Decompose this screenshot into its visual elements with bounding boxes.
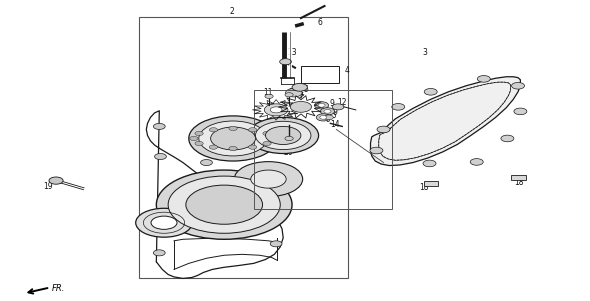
Circle shape bbox=[265, 94, 273, 98]
Circle shape bbox=[255, 121, 311, 150]
Circle shape bbox=[314, 102, 329, 109]
Circle shape bbox=[136, 208, 192, 237]
Circle shape bbox=[370, 147, 383, 154]
Circle shape bbox=[153, 123, 165, 129]
Circle shape bbox=[285, 136, 293, 141]
Circle shape bbox=[320, 116, 327, 119]
Text: 9: 9 bbox=[329, 99, 334, 108]
Circle shape bbox=[190, 136, 198, 141]
Circle shape bbox=[270, 107, 282, 113]
Circle shape bbox=[270, 241, 282, 247]
Text: 21: 21 bbox=[224, 148, 234, 157]
Text: 18: 18 bbox=[514, 178, 524, 187]
Text: FR.: FR. bbox=[52, 284, 65, 293]
Circle shape bbox=[156, 170, 292, 239]
Text: 4: 4 bbox=[345, 66, 349, 75]
Circle shape bbox=[248, 145, 257, 149]
Circle shape bbox=[234, 162, 303, 197]
Circle shape bbox=[211, 127, 255, 150]
Text: 14: 14 bbox=[330, 120, 340, 129]
Circle shape bbox=[151, 216, 177, 229]
Bar bbox=[254, 90, 392, 209]
Circle shape bbox=[201, 160, 212, 166]
Circle shape bbox=[189, 116, 277, 161]
Text: 7: 7 bbox=[299, 92, 303, 101]
Circle shape bbox=[424, 88, 437, 95]
Text: 5: 5 bbox=[303, 85, 308, 94]
Circle shape bbox=[332, 104, 344, 110]
Text: 11: 11 bbox=[289, 88, 298, 97]
Circle shape bbox=[501, 135, 514, 142]
Circle shape bbox=[209, 128, 218, 132]
Circle shape bbox=[392, 104, 405, 110]
Text: 20: 20 bbox=[283, 148, 293, 157]
Circle shape bbox=[263, 141, 271, 146]
Circle shape bbox=[290, 101, 312, 112]
Circle shape bbox=[318, 104, 325, 107]
Circle shape bbox=[268, 136, 276, 141]
Circle shape bbox=[477, 76, 490, 82]
Polygon shape bbox=[371, 77, 520, 166]
Circle shape bbox=[155, 154, 166, 160]
Bar bbox=[139, 17, 348, 278]
Circle shape bbox=[248, 128, 257, 132]
Circle shape bbox=[316, 114, 330, 121]
Text: 2: 2 bbox=[230, 7, 234, 16]
Text: 9: 9 bbox=[333, 108, 337, 117]
Circle shape bbox=[280, 59, 291, 65]
Text: 11: 11 bbox=[264, 88, 273, 97]
Circle shape bbox=[195, 141, 203, 146]
Circle shape bbox=[199, 121, 267, 156]
Text: 9: 9 bbox=[325, 115, 330, 124]
Circle shape bbox=[512, 82, 525, 89]
Text: 19: 19 bbox=[44, 182, 53, 191]
Circle shape bbox=[229, 146, 237, 150]
Circle shape bbox=[470, 159, 483, 165]
Circle shape bbox=[292, 83, 307, 91]
Text: 10: 10 bbox=[283, 124, 292, 133]
Circle shape bbox=[377, 126, 390, 133]
Text: 6: 6 bbox=[317, 18, 322, 27]
Circle shape bbox=[514, 108, 527, 115]
Circle shape bbox=[263, 131, 271, 135]
Circle shape bbox=[266, 126, 301, 144]
Circle shape bbox=[423, 160, 436, 167]
Circle shape bbox=[153, 250, 165, 256]
Circle shape bbox=[49, 177, 63, 184]
Circle shape bbox=[168, 176, 280, 233]
Circle shape bbox=[248, 117, 319, 154]
Circle shape bbox=[195, 131, 203, 135]
Text: 3: 3 bbox=[422, 48, 427, 57]
Circle shape bbox=[320, 108, 335, 115]
Text: 17: 17 bbox=[266, 103, 275, 112]
Circle shape bbox=[229, 126, 237, 131]
Circle shape bbox=[324, 110, 331, 113]
Circle shape bbox=[285, 93, 293, 97]
Text: 8: 8 bbox=[262, 211, 267, 220]
Text: 13: 13 bbox=[287, 48, 297, 57]
Text: 12: 12 bbox=[337, 98, 347, 107]
Text: 15: 15 bbox=[327, 111, 336, 120]
Bar bbox=[511, 175, 526, 180]
Circle shape bbox=[251, 170, 286, 188]
Circle shape bbox=[264, 104, 288, 116]
Circle shape bbox=[286, 88, 302, 97]
Bar bbox=[301, 66, 339, 83]
Text: 16: 16 bbox=[148, 218, 157, 227]
Bar bbox=[424, 181, 438, 186]
Circle shape bbox=[209, 145, 218, 149]
Text: 18: 18 bbox=[419, 183, 428, 192]
Circle shape bbox=[324, 115, 333, 120]
Circle shape bbox=[186, 185, 263, 224]
